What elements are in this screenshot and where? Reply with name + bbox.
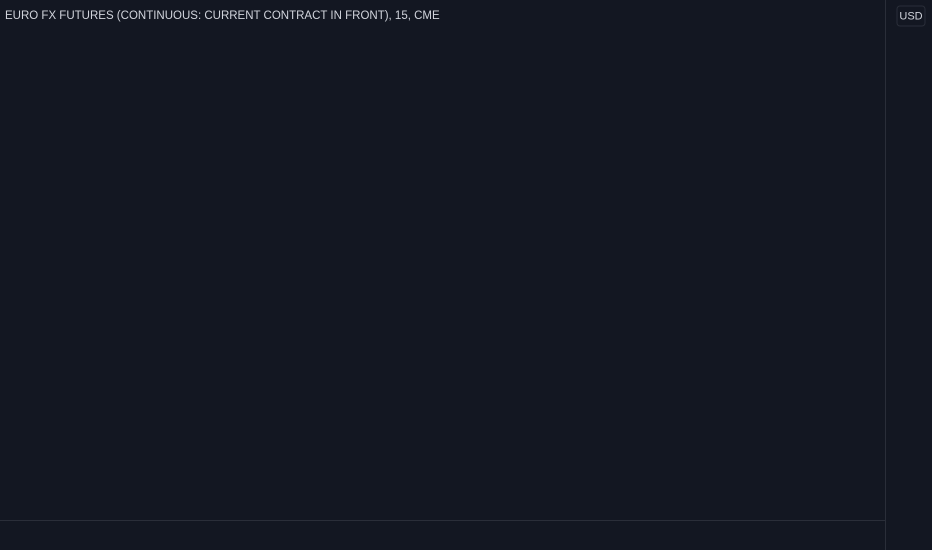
currency-label[interactable]: USD: [899, 10, 922, 22]
legend: EURO FX FUTURES (CONTINUOUS: CURRENT CON…: [5, 10, 440, 22]
currency-button[interactable]: [896, 5, 926, 27]
chart-title: EURO FX FUTURES (CONTINUOUS: CURRENT CON…: [5, 10, 440, 22]
